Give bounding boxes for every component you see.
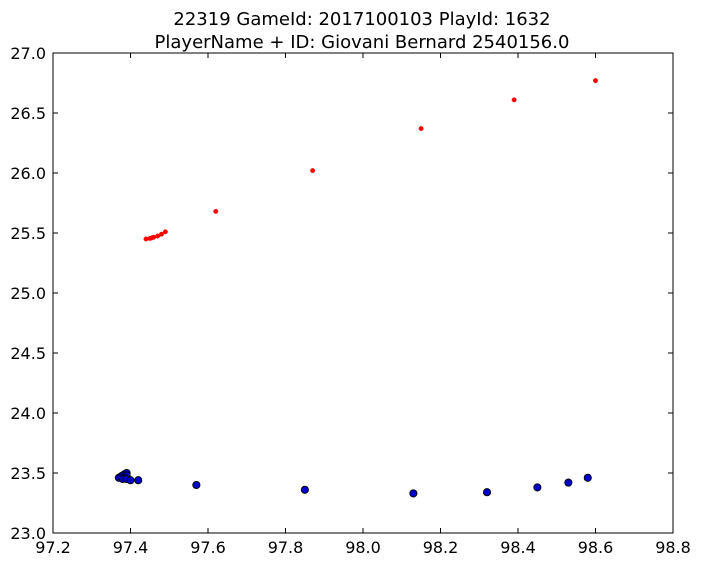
y-tick-label: 26.0: [10, 164, 46, 183]
series-0: [143, 78, 598, 242]
y-tick-label: 24.5: [10, 344, 46, 363]
data-point: [159, 231, 164, 237]
x-tick-label: 98.8: [655, 538, 691, 557]
y-tick-label: 25.5: [10, 224, 46, 243]
x-tick-label: 97.4: [113, 538, 149, 557]
plot-area: [53, 53, 673, 533]
x-tick-label: 98.2: [423, 538, 459, 557]
x-tick-label: 98.4: [500, 538, 536, 557]
data-point: [300, 485, 309, 494]
data-point: [593, 78, 598, 84]
data-point: [310, 168, 316, 174]
y-tick-label: 23.5: [10, 464, 46, 483]
data-point: [583, 473, 592, 482]
chart-title-line-2: PlayerName + ID: Giovani Bernard 2540156…: [155, 32, 570, 53]
data-point: [192, 480, 201, 490]
x-tick-label: 97.2: [35, 538, 71, 557]
x-tick-label: 98.6: [578, 538, 614, 557]
data-point: [155, 233, 161, 239]
y-tick-label: 27.0: [10, 44, 46, 63]
y-tick-label: 23.0: [10, 524, 46, 543]
x-tick-label: 98.0: [345, 538, 381, 557]
data-point: [162, 229, 168, 235]
data-point: [134, 476, 143, 485]
y-tick-label: 24.0: [10, 404, 46, 423]
series-1: [114, 468, 592, 498]
data-point: [564, 478, 573, 487]
chart-title-line-1: 22319 GameId: 2017100103 PlayId: 1632: [173, 9, 550, 30]
data-point: [511, 97, 517, 103]
data-point: [482, 488, 492, 497]
data-point: [409, 489, 418, 498]
x-tick-label: 97.6: [190, 538, 226, 557]
data-point: [418, 126, 424, 132]
x-tick-label: 97.8: [268, 538, 304, 557]
data-point: [213, 208, 219, 214]
data-point: [126, 476, 135, 485]
y-tick-label: 25.0: [10, 284, 46, 303]
data-point: [533, 483, 542, 492]
y-tick-label: 26.5: [10, 104, 46, 123]
